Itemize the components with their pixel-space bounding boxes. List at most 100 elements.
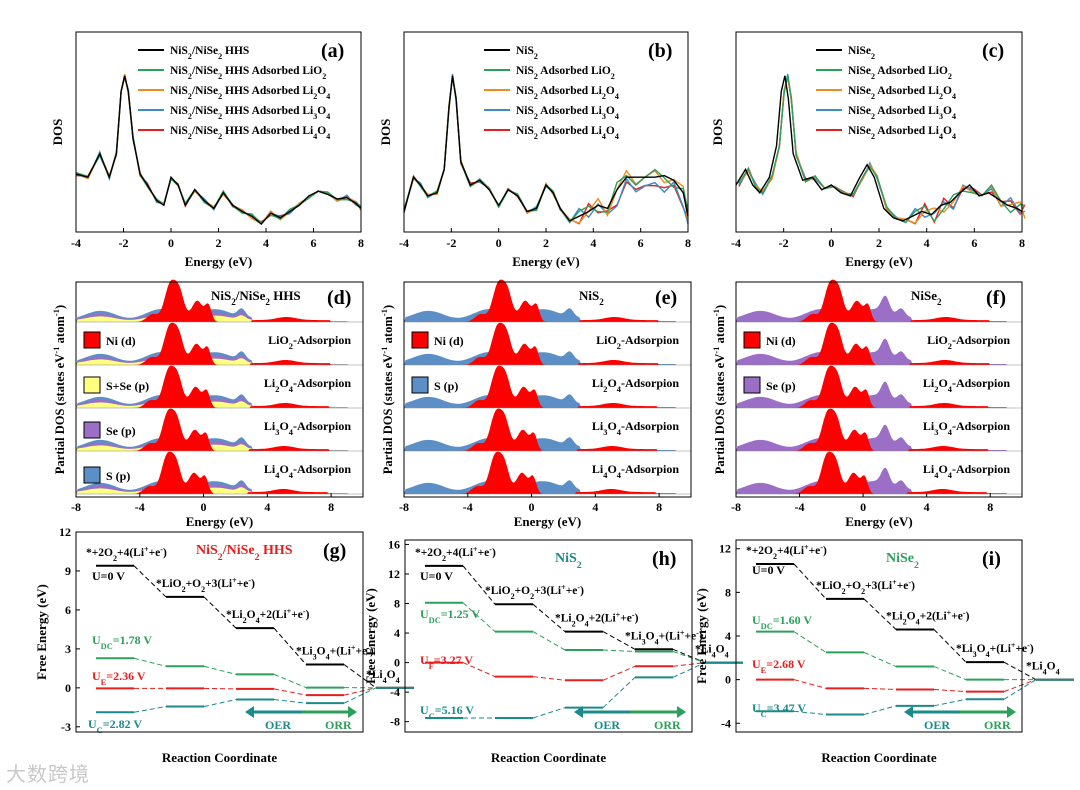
energy-connector bbox=[532, 707, 566, 719]
pdos-p-band bbox=[404, 394, 691, 408]
potential-label: U=0 V bbox=[420, 569, 453, 583]
x-tick-label: 0 bbox=[168, 236, 174, 250]
legend-entry: S (p) bbox=[106, 469, 130, 483]
potential-label: UDC=1.25 V bbox=[420, 607, 480, 625]
dos-series-line bbox=[735, 75, 1023, 222]
legend-swatch bbox=[411, 376, 429, 394]
dos-series-line bbox=[403, 75, 689, 224]
x-tick-label: 4 bbox=[924, 500, 930, 514]
energy-connector bbox=[273, 627, 307, 665]
x-tick-label: -8 bbox=[731, 500, 741, 514]
x-tick-label: 0 bbox=[529, 500, 535, 514]
x-tick-label: -8 bbox=[399, 500, 409, 514]
x-axis-label: Energy (eV) bbox=[514, 514, 582, 529]
panel-title: NiS2 bbox=[579, 288, 604, 307]
x-axis-label: Energy (eV) bbox=[185, 254, 253, 269]
legend-entry: Ni (d) bbox=[434, 334, 464, 348]
y-axis-label: DOS bbox=[378, 119, 393, 146]
energy-connector bbox=[863, 651, 897, 668]
y-tick-label: 16 bbox=[388, 537, 400, 551]
step-label: *Li4O4 bbox=[366, 669, 400, 685]
potential-label: U=0 V bbox=[92, 569, 125, 583]
y-axis-label: DOS bbox=[50, 119, 65, 146]
energy-connector bbox=[273, 688, 307, 696]
energy-connector bbox=[532, 631, 566, 651]
x-tick-label: -4 bbox=[71, 236, 81, 250]
x-tick-label: -8 bbox=[71, 500, 81, 514]
potential-label: U=0 V bbox=[752, 563, 785, 577]
energy-connector bbox=[462, 602, 496, 632]
energy-connector bbox=[273, 699, 307, 704]
orr-label: ORR bbox=[325, 718, 352, 732]
potential-label: UE=2.36 V bbox=[92, 669, 146, 687]
legend-entry: Se (p) bbox=[106, 424, 136, 438]
y-axis-label: Free Energy (eV) bbox=[694, 588, 709, 684]
energy-connector bbox=[793, 631, 827, 653]
y-tick-label: -4 bbox=[390, 685, 400, 699]
oer-arrowhead bbox=[245, 706, 254, 718]
panel-title: NiS2 bbox=[555, 551, 582, 571]
plot-frame bbox=[403, 281, 692, 498]
legend-swatch bbox=[743, 376, 761, 394]
panel-label: (d) bbox=[327, 287, 351, 309]
legend-entry: Ni (d) bbox=[106, 334, 136, 348]
dos-series-line bbox=[738, 75, 1026, 224]
track-label: Li4O4-Adsorpion bbox=[592, 462, 679, 480]
energy-connector bbox=[602, 676, 636, 708]
legend-entry: Ni (d) bbox=[766, 334, 796, 348]
energy-connector bbox=[1003, 661, 1037, 681]
oer-arrowhead bbox=[904, 706, 913, 718]
legend-entry: NiS2/NiSe2 HHS bbox=[170, 45, 249, 61]
y-tick-label: 4 bbox=[394, 626, 400, 640]
x-tick-label: 0 bbox=[496, 236, 502, 250]
y-tick-label: 12 bbox=[388, 567, 400, 581]
oer-label: OER bbox=[594, 718, 620, 732]
x-axis-label: Energy (eV) bbox=[512, 254, 580, 269]
x-tick-label: 6 bbox=[311, 236, 317, 250]
legend-entry: NiS2 Adsorbed Li4O4 bbox=[516, 125, 619, 141]
y-tick-label: -4 bbox=[721, 716, 731, 730]
orr-label: ORR bbox=[654, 718, 681, 732]
panel-label: (f) bbox=[986, 287, 1006, 309]
y-tick-label: 12 bbox=[59, 525, 71, 539]
y-axis-label: Free Energy (eV) bbox=[34, 584, 49, 680]
x-tick-label: -2 bbox=[446, 236, 456, 250]
dos-panel-1: -4 -2 0 2 4 6 8 Energy (eV) DOS (a) NiS2/NiSe2 HHS… bbox=[50, 31, 364, 269]
step-label: *LiO2+O2+3(Li++e-) bbox=[156, 575, 255, 593]
panel-label: (g) bbox=[323, 540, 346, 562]
energy-connector bbox=[343, 687, 377, 704]
pdos-p-band bbox=[404, 480, 691, 494]
free-energy-panel-3: U=0 V UDC=1.60 V UE=2.68 V UC=3.47 V *+2O2+4… bbox=[694, 539, 1074, 765]
legend-entry: NiS2 Adsorbed Li3O4 bbox=[516, 105, 619, 121]
legend-entry: S (p) bbox=[434, 379, 458, 393]
x-tick-label: 8 bbox=[328, 500, 334, 514]
track-label: Li3O4-Adsorpion bbox=[923, 419, 1010, 437]
oer-label: OER bbox=[924, 718, 950, 732]
x-tick-label: -2 bbox=[779, 236, 789, 250]
energy-connector bbox=[793, 679, 827, 689]
x-tick-label: 8 bbox=[685, 236, 691, 250]
x-tick-label: 0 bbox=[201, 500, 207, 514]
watermark: 大数跨境 bbox=[6, 762, 90, 786]
x-tick-label: 4 bbox=[263, 236, 269, 250]
x-tick-label: 2 bbox=[216, 236, 222, 250]
panel-label: (h) bbox=[652, 548, 676, 570]
energy-connector bbox=[203, 665, 237, 675]
panel-label: (e) bbox=[655, 287, 677, 309]
orr-label: ORR bbox=[984, 718, 1011, 732]
track-label: Li3O4-Adsorpion bbox=[264, 419, 351, 437]
legend-entry: NiS2/NiSe2 HHS Adsorbed Li3O4 bbox=[170, 105, 330, 121]
legend-swatch bbox=[411, 331, 429, 349]
legend-entry: NiSe2 bbox=[848, 45, 875, 61]
y-axis-label: Partial DOS (states eV-1 atom-1) bbox=[51, 305, 67, 474]
energy-connector bbox=[863, 598, 897, 630]
track-label: Li2O4-Adsorpion bbox=[264, 376, 351, 394]
pdos-p-band bbox=[736, 338, 1022, 365]
pdos-p-band bbox=[736, 381, 1022, 408]
step-label: *+2O2+4(Li++e-) bbox=[86, 544, 167, 562]
step-label: *Li4O4 bbox=[1026, 661, 1060, 677]
legend-entry: NiS2 Adsorbed Li2O4 bbox=[516, 85, 619, 101]
y-tick-label: 4 bbox=[725, 629, 731, 643]
